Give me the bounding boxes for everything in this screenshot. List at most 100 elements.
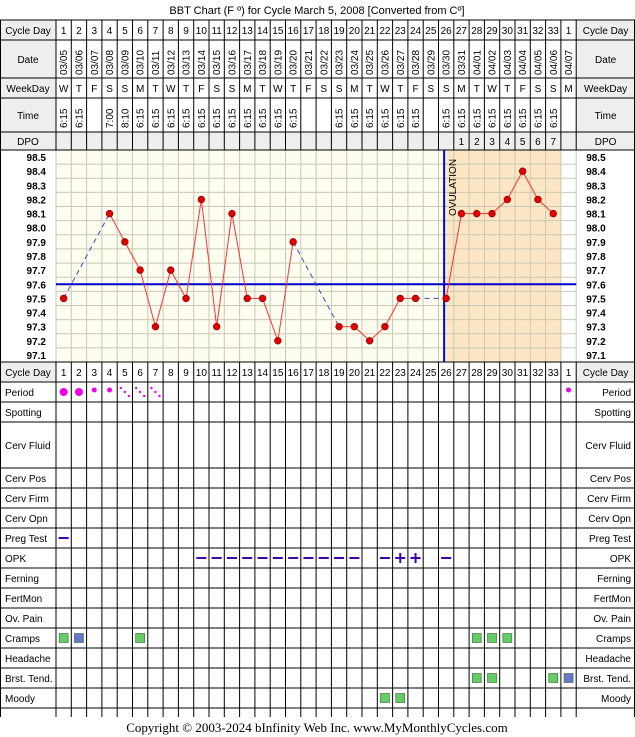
row-label-dpo: DPO [17, 137, 39, 148]
cycle-day-cell: 25 [425, 26, 437, 37]
time-cell: 6:15 [411, 108, 422, 128]
y-tick-label-right: 98.2 [586, 195, 606, 206]
temp-point [59, 294, 68, 303]
cycle-day-cell-bottom: 16 [288, 368, 300, 379]
temp-point [518, 167, 527, 175]
temp-line [185, 199, 202, 299]
y-tick-label: 97.7 [27, 266, 47, 277]
symptom-label-left: Cramps [5, 634, 40, 645]
date-cell: 03/23 [335, 50, 346, 75]
time-cell: 6:15 [549, 108, 560, 128]
weekday-cell: F [305, 84, 311, 95]
symptom-label-right: Spotting [594, 408, 631, 419]
date-cell: 03/27 [396, 50, 407, 75]
time-cell: 6:15 [212, 108, 223, 128]
dpo-cell: 1 [459, 137, 465, 148]
symptom-label-left: Cerv Opn [5, 514, 48, 525]
temp-point [289, 238, 297, 246]
date-cell: 03/09 [120, 50, 131, 75]
time-cell: 8:10 [120, 108, 131, 128]
dpo-cell: 6 [535, 137, 541, 148]
weekday-cell: T [290, 84, 296, 95]
y-tick-label-right: 97.3 [586, 323, 606, 334]
cycle-day-cell-bottom: 26 [441, 368, 453, 379]
cycle-day-cell: 15 [272, 26, 284, 37]
cycle-day-cell: 13 [242, 26, 254, 37]
cycle-day-cell: 10 [196, 26, 208, 37]
date-cell: 03/08 [105, 50, 116, 75]
cycle-day-cell: 24 [410, 26, 422, 37]
time-cell: 6:15 [396, 108, 407, 128]
date-cell: 03/21 [304, 50, 315, 75]
cycle-day-cell-bottom: 24 [410, 368, 422, 379]
temp-point [105, 209, 114, 218]
temp-line [262, 298, 279, 341]
date-cell: 03/30 [442, 50, 453, 75]
date-cell: 03/18 [258, 50, 269, 75]
cycle-day-cell: 2 [76, 26, 82, 37]
temp-line [200, 199, 218, 327]
cramps-mark [502, 633, 513, 643]
time-cell: 6:15 [442, 108, 453, 128]
cycle-day-cell-bottom: 20 [349, 368, 361, 379]
temp-point [335, 322, 343, 331]
moody-mark [395, 693, 406, 703]
time-cell: 6:15 [472, 108, 483, 128]
period-medium-mark [91, 387, 97, 393]
cramps-mark [471, 633, 482, 643]
cycle-day-cell: 3 [91, 26, 97, 37]
cycle-day-cell: 11 [211, 26, 222, 37]
weekday-cell: T [504, 84, 510, 95]
cycle-day-cell-bottom: 28 [471, 368, 483, 379]
period-light-mark [134, 386, 138, 390]
time-cell: 6:15 [243, 108, 254, 128]
cycle-day-row-bg-left [0, 362, 56, 382]
date-cell: 03/17 [243, 50, 254, 75]
moody-mark [380, 693, 390, 703]
cycle-day-cell-bottom: 25 [425, 368, 437, 379]
y-tick-label: 98.4 [27, 167, 47, 178]
symptom-label-left: Brst. Tend. [5, 674, 53, 685]
y-tick-label: 98.0 [27, 224, 47, 235]
y-tick-label: 97.5 [27, 294, 47, 305]
time-cell: 7:00 [105, 108, 116, 128]
left-axis-bg [0, 150, 56, 362]
y-tick-label-right: 98.3 [586, 181, 606, 192]
temp-gap-line [63, 213, 110, 299]
row-label-right-cycle_day: Cycle Day [583, 26, 629, 37]
symptom-label-left: Cerv Pos [5, 474, 46, 485]
row-label-time: Time [17, 111, 39, 122]
weekday-cell: M [457, 84, 465, 95]
dpo-cell: 4 [505, 137, 511, 148]
time-cell: 6:15 [533, 108, 544, 128]
temp-point [411, 294, 420, 303]
temp-point [442, 294, 450, 303]
temp-point [258, 294, 267, 303]
weekday-cell: T [474, 84, 480, 95]
symptom-label-right: Ov. Pain [593, 614, 631, 625]
cycle-day-cell-bottom: 8 [168, 368, 174, 379]
temp-point [457, 209, 466, 218]
period-light-mark [150, 386, 153, 390]
weekday-cell: T [397, 84, 403, 95]
cycle-day-cell: 1 [566, 26, 572, 37]
period-heavy-mark [59, 388, 68, 396]
weekday-cell: S [106, 84, 113, 95]
cycle-day-cell-bottom: 31 [517, 368, 529, 379]
date-cell: 03/12 [166, 50, 177, 75]
date-cell: 03/22 [319, 50, 330, 75]
cycle-day-cell: 22 [379, 26, 391, 37]
y-tick-label-right: 98.1 [586, 210, 606, 221]
time-cell: 6:15 [151, 108, 162, 128]
symptom-label-left: Preg Test [5, 534, 47, 545]
weekday-cell: F [520, 84, 526, 95]
temp-point [182, 294, 190, 303]
temp-line [124, 241, 141, 271]
symptom-label-right: Moody [601, 694, 631, 705]
time-cell: 6:15 [365, 108, 376, 128]
cycle-day-cell-bottom: 22 [379, 368, 391, 379]
dpo-cell: 3 [489, 137, 495, 148]
cycle-day-cell-bottom: 30 [502, 368, 514, 379]
date-cell: 03/29 [426, 50, 437, 75]
